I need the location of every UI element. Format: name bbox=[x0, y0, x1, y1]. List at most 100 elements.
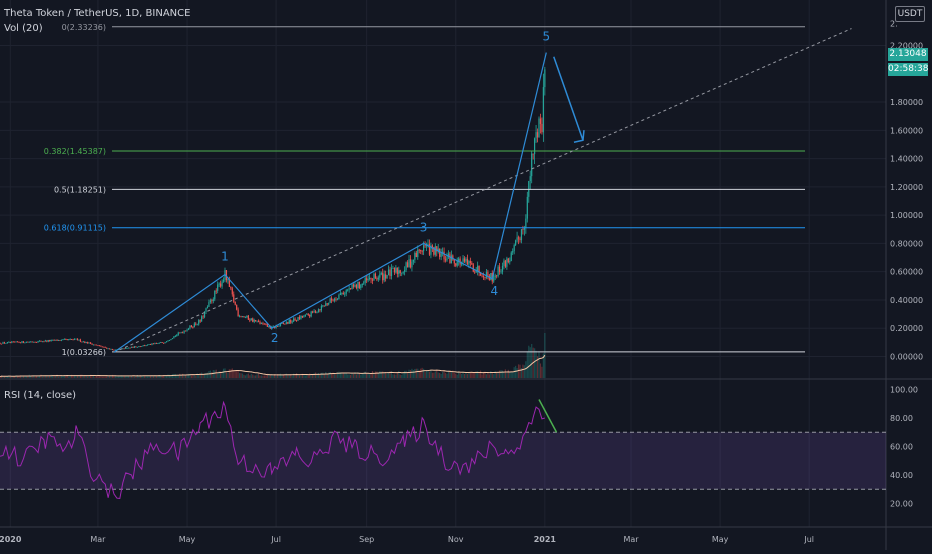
candle-body bbox=[62, 339, 64, 341]
candle-body bbox=[417, 249, 419, 258]
candle-body bbox=[487, 271, 489, 276]
candle-body bbox=[513, 245, 515, 252]
candle-body bbox=[198, 320, 200, 325]
candle-body bbox=[367, 279, 369, 281]
candle-body bbox=[54, 339, 57, 341]
candle-body bbox=[469, 261, 471, 263]
volume-bar bbox=[255, 375, 257, 378]
candle-body bbox=[209, 300, 211, 303]
volume-bar bbox=[192, 374, 194, 378]
candle-body bbox=[494, 275, 496, 278]
candle-body bbox=[106, 347, 108, 349]
volume-bar bbox=[49, 375, 51, 378]
candle-body bbox=[322, 305, 324, 307]
volume-bar bbox=[79, 374, 82, 378]
volume-bar bbox=[272, 375, 274, 378]
volume-bar bbox=[90, 374, 92, 378]
candle-body bbox=[370, 277, 372, 280]
volume-bar bbox=[60, 375, 63, 378]
volume-bar bbox=[168, 374, 171, 378]
volume-bar bbox=[111, 374, 114, 378]
candle-body bbox=[260, 322, 263, 324]
price-axis-label: 1.40000 bbox=[890, 155, 923, 164]
projection-arrow bbox=[553, 56, 584, 141]
volume-bar bbox=[157, 375, 159, 378]
volume-bar bbox=[84, 375, 86, 378]
candle-body bbox=[21, 341, 23, 343]
candle-body bbox=[259, 321, 261, 324]
candle-body bbox=[274, 326, 276, 329]
last-price-tag: 2.13048 bbox=[888, 48, 928, 61]
volume-bar bbox=[186, 374, 188, 378]
candle-body bbox=[415, 252, 417, 258]
candle-body bbox=[523, 227, 525, 230]
candle-body bbox=[60, 339, 63, 341]
candle-body bbox=[481, 275, 483, 277]
volume-bar bbox=[383, 372, 385, 378]
volume-bar bbox=[222, 368, 225, 378]
volume-bar bbox=[144, 375, 146, 378]
volume-bar bbox=[34, 376, 36, 378]
candle-body bbox=[306, 313, 308, 315]
volume-bar bbox=[231, 368, 233, 378]
candle-body bbox=[399, 270, 401, 274]
volume-bar bbox=[174, 373, 176, 378]
candle-body bbox=[437, 248, 439, 252]
volume-bar bbox=[412, 370, 414, 378]
volume-bar bbox=[212, 370, 214, 378]
volume-bar bbox=[498, 370, 501, 378]
volume-bar bbox=[446, 373, 448, 378]
volume-bar bbox=[348, 374, 350, 378]
candle-body bbox=[144, 345, 146, 347]
candle-body bbox=[371, 279, 374, 281]
symbol-title[interactable]: Theta Token / TetherUS, 1D, BINANCE bbox=[4, 8, 191, 19]
candle-body bbox=[309, 315, 311, 317]
volume-bar bbox=[19, 375, 22, 378]
candle-body bbox=[290, 319, 292, 323]
rsi-indicator-label[interactable]: RSI (14, close) bbox=[4, 390, 77, 401]
currency-button[interactable]: USDT bbox=[895, 6, 925, 22]
volume-bar bbox=[268, 373, 270, 378]
candle-body bbox=[129, 347, 131, 349]
time-axis-label: May bbox=[712, 535, 729, 544]
time-axis-label: Jul bbox=[803, 535, 814, 544]
candle-body bbox=[379, 274, 381, 278]
volume-bar bbox=[122, 375, 124, 378]
candle-body bbox=[479, 272, 482, 276]
volume-bar bbox=[164, 375, 166, 378]
volume-bar bbox=[500, 370, 502, 378]
candle-body bbox=[14, 341, 16, 343]
volume-bar bbox=[404, 370, 406, 378]
time-axis-label: 2021 bbox=[534, 535, 557, 544]
volume-bar bbox=[47, 375, 49, 378]
candle-body bbox=[405, 262, 407, 270]
volume-bar bbox=[517, 364, 520, 378]
rsi-axis-label: 40.00 bbox=[890, 471, 913, 480]
volume-bar bbox=[275, 376, 277, 378]
volume-bar bbox=[497, 371, 499, 378]
volume-bar bbox=[73, 375, 76, 378]
volume-bar bbox=[257, 373, 260, 378]
volume-bar bbox=[129, 376, 131, 378]
wave-label: 5 bbox=[542, 30, 550, 44]
volume-bar bbox=[221, 371, 223, 378]
candle-body bbox=[237, 309, 239, 317]
candle-body bbox=[110, 349, 112, 350]
volume-bar bbox=[5, 376, 7, 378]
volume-indicator-label[interactable]: Vol (20) bbox=[4, 23, 43, 34]
candle-body bbox=[233, 294, 235, 302]
candle-body bbox=[395, 267, 397, 273]
candle-body bbox=[307, 313, 309, 316]
volume-bar bbox=[374, 371, 377, 378]
volume-bar bbox=[184, 375, 187, 378]
candle-body bbox=[91, 343, 93, 345]
candle-body bbox=[182, 332, 184, 334]
volume-bars bbox=[0, 333, 546, 378]
volume-bar bbox=[170, 375, 172, 378]
candle-body bbox=[253, 319, 255, 322]
volume-bar bbox=[520, 367, 523, 378]
candle-body bbox=[92, 344, 95, 346]
